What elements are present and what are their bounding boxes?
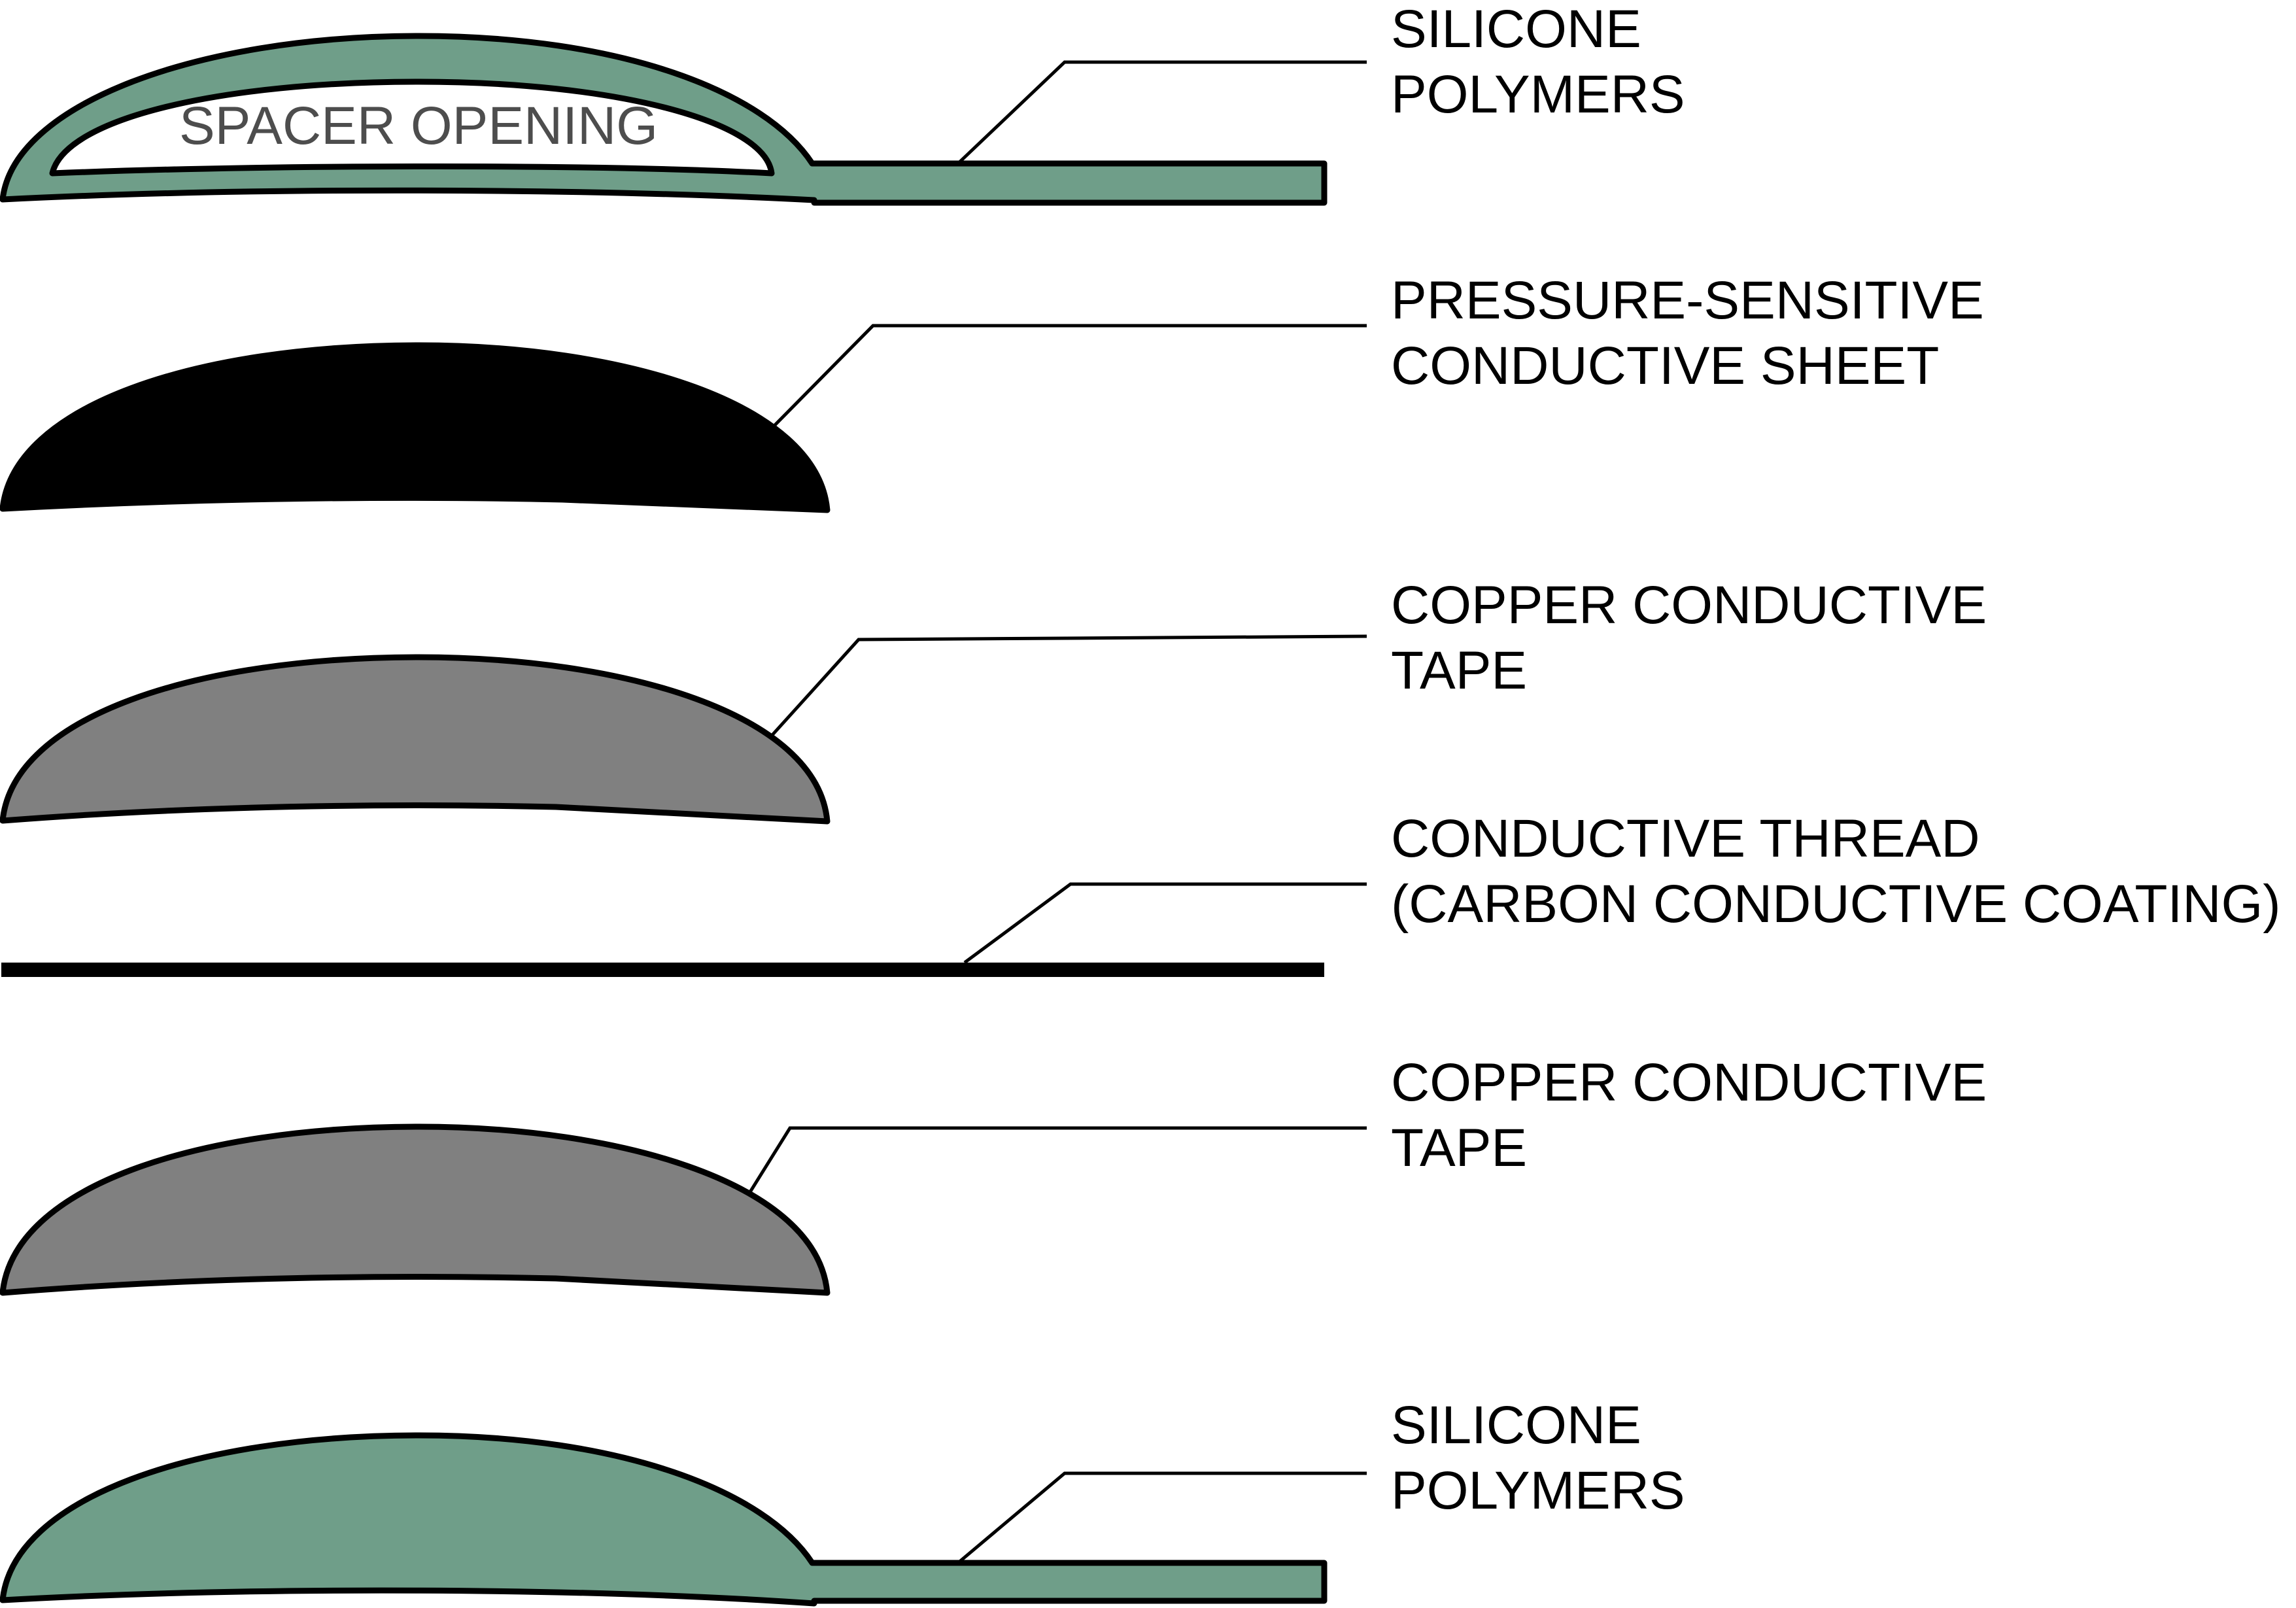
copper-tape-top-shape [0,654,831,825]
copper-tape-top-label-line-1: COPPER CONDUCTIVE [1391,575,1987,635]
copper-tape-top-layer: COPPER CONDUCTIVE TAPE [0,575,2002,825]
copper-tape-top-leader [770,634,1367,737]
silicone-bottom-label-line-1: SILICONE [1391,1395,1641,1455]
silicone-bottom-layer: SILICONE POLYMERS [0,1395,1685,1607]
conductive-thread-leader [963,882,1367,965]
copper-tape-top-label: COPPER CONDUCTIVE TAPE [1391,575,2002,700]
conductive-sheet-layer: PRESSURE-SENSITIVE CONDUCTIVE SHEET [0,271,1999,513]
spacer-opening-label: SPACER OPENING [179,96,658,156]
copper-tape-bottom-leader [747,1126,1367,1195]
conductive-sheet-label-line-2: CONDUCTIVE SHEET [1391,336,1939,396]
silicone-top-layer: SPACER OPENING SILICONE POLYMERS [0,0,1685,206]
conductive-thread-label-line-1: CONDUCTIVE THREAD [1391,809,1980,868]
conductive-sheet-shape [0,342,831,513]
conductive-thread-layer: CONDUCTIVE THREAD (CARBON CONDUCTIVE COA… [1,809,2281,977]
silicone-top-leader [957,60,1367,165]
copper-tape-bottom-label-line-1: COPPER CONDUCTIVE [1391,1053,1987,1112]
copper-tape-bottom-label-line-2: TAPE [1391,1118,1527,1178]
copper-tape-bottom-layer: COPPER CONDUCTIVE TAPE [0,1053,2002,1296]
silicone-bottom-label: SILICONE POLYMERS [1391,1395,1685,1520]
silicone-bottom-shape [0,1432,1328,1607]
spacer-opening [49,78,775,177]
silicone-bottom-leader [957,1471,1367,1564]
copper-tape-bottom-label: COPPER CONDUCTIVE TAPE [1391,1053,2002,1178]
copper-tape-top-label-line-2: TAPE [1391,641,1527,700]
conductive-sheet-leader [770,324,1367,430]
conductive-sheet-label: PRESSURE-SENSITIVE CONDUCTIVE SHEET [1391,271,1999,396]
silicone-top-label-line-2: POLYMERS [1391,65,1685,124]
silicone-bottom-label-line-2: POLYMERS [1391,1461,1685,1520]
copper-tape-bottom-shape [0,1123,831,1296]
conductive-thread-label: CONDUCTIVE THREAD (CARBON CONDUCTIVE COA… [1391,809,2281,934]
conductive-thread-label-line-2: (CARBON CONDUCTIVE COATING) [1391,874,2281,934]
conductive-sheet-label-line-1: PRESSURE-SENSITIVE [1391,271,1984,330]
silicone-top-label: SILICONE POLYMERS [1391,0,1685,124]
silicone-top-label-line-1: SILICONE [1391,0,1641,59]
conductive-thread-shape [1,963,1324,977]
